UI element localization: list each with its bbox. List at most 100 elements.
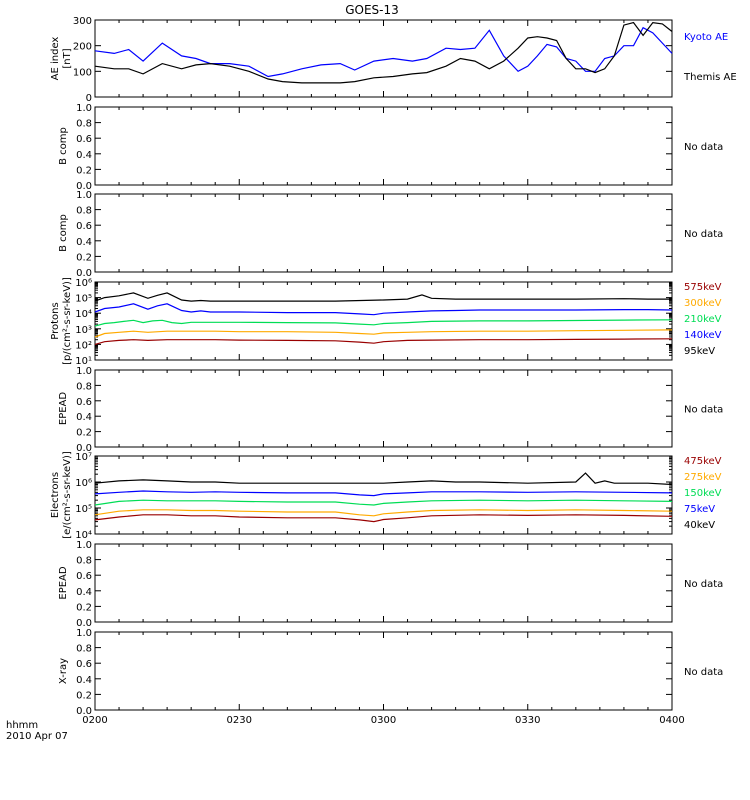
panel-8: 0.0 0.2 0.4 0.6 0.8 1.0 X-ray No data bbox=[58, 628, 723, 717]
y-tick-label: 0.2 bbox=[76, 602, 92, 613]
no-data-note: No data bbox=[684, 579, 723, 590]
y-tick-label: 10² bbox=[75, 340, 92, 351]
panel-frame bbox=[94, 455, 673, 535]
y-tick-label: 0.4 bbox=[76, 150, 92, 161]
x-tick-label: 0200 bbox=[82, 715, 107, 726]
series-line-210kev bbox=[94, 319, 673, 327]
y-tick-label: 0.0 bbox=[76, 618, 92, 629]
y-tick-label: 100 bbox=[73, 67, 92, 78]
y-tick-label: 1.0 bbox=[76, 540, 92, 551]
y-tick-label: 0.8 bbox=[76, 556, 92, 567]
y-tick-label: 0.8 bbox=[76, 644, 92, 655]
panel-frame bbox=[94, 193, 673, 273]
y-tick-label: 0.2 bbox=[76, 252, 92, 263]
y-tick-label: 10⁵ bbox=[75, 294, 92, 305]
legend-entry: 475keV bbox=[684, 456, 722, 467]
y-tick-label: 1.0 bbox=[76, 190, 92, 201]
x-tick-label: 0230 bbox=[227, 715, 252, 726]
y-tick-label: 0.0 bbox=[76, 268, 92, 279]
series-line-40kev bbox=[94, 472, 673, 486]
legend-entry: 575keV bbox=[684, 282, 722, 293]
panel-5: 0.0 0.2 0.4 0.6 0.8 1.0 EPEAD No data bbox=[58, 366, 723, 454]
no-data-note: No data bbox=[684, 405, 723, 416]
panel-2: 0.0 0.2 0.4 0.6 0.8 1.0 B comp No data bbox=[58, 103, 723, 192]
legend-entry: Themis AE bbox=[683, 72, 737, 83]
legend-entry: 150keV bbox=[684, 488, 722, 499]
y-tick-label: 10⁵ bbox=[75, 504, 92, 515]
y-tick-label: 0.4 bbox=[76, 237, 92, 248]
y-tick-label: 10⁷ bbox=[75, 452, 92, 463]
legend-entry: 275keV bbox=[684, 472, 722, 483]
panel-frame bbox=[94, 106, 673, 186]
y-axis-label: EPEAD bbox=[58, 392, 69, 426]
y-tick-label: 10⁶ bbox=[75, 478, 92, 489]
legend-entry: 300keV bbox=[684, 298, 722, 309]
y-axis-label: [e/(cm²-s-sr-keV)] bbox=[62, 451, 73, 539]
y-tick-label: 0.4 bbox=[76, 412, 92, 423]
y-axis-label: [nT] bbox=[62, 48, 73, 68]
y-axis-label: X-ray bbox=[58, 658, 69, 684]
y-axis-label: Electrons bbox=[50, 472, 61, 518]
y-axis-label: AE index bbox=[50, 37, 61, 81]
y-axis-label: EPEAD bbox=[58, 566, 69, 600]
y-tick-label: 1.0 bbox=[76, 103, 92, 114]
y-tick-label: 0.6 bbox=[76, 571, 92, 582]
panel-frame bbox=[94, 19, 673, 98]
series-line-300kev bbox=[94, 329, 673, 338]
y-axis-label: B comp bbox=[58, 214, 69, 252]
y-tick-label: 0.0 bbox=[76, 443, 92, 454]
y-tick-label: 0.8 bbox=[76, 119, 92, 130]
y-tick-label: 10¹ bbox=[75, 356, 92, 367]
no-data-note: No data bbox=[684, 667, 723, 678]
panel-frame bbox=[94, 369, 673, 448]
y-tick-label: 10³ bbox=[75, 325, 92, 336]
series-line-kyoto-ae bbox=[94, 26, 673, 78]
y-tick-label: 0.2 bbox=[76, 165, 92, 176]
y-axis-label: B comp bbox=[58, 127, 69, 165]
y-tick-label: 0.6 bbox=[76, 134, 92, 145]
y-tick-label: 300 bbox=[73, 16, 92, 27]
y-tick-label: 0.6 bbox=[76, 397, 92, 408]
legend-entry: 40keV bbox=[684, 520, 715, 531]
legend-entry: 140keV bbox=[684, 330, 722, 341]
y-tick-label: 0.2 bbox=[76, 428, 92, 439]
x-tick-label: 0330 bbox=[515, 715, 540, 726]
series-line-themis-ae bbox=[94, 21, 673, 84]
y-tick-label: 0.4 bbox=[76, 587, 92, 598]
legend-entry: 75keV bbox=[684, 504, 715, 515]
legend-entry: 210keV bbox=[684, 314, 722, 325]
series-line-140kev bbox=[94, 303, 673, 316]
y-tick-label: 0.4 bbox=[76, 675, 92, 686]
y-tick-label: 0.0 bbox=[76, 706, 92, 717]
no-data-note: No data bbox=[684, 142, 723, 153]
series-line-575kev bbox=[94, 338, 673, 345]
no-data-note: No data bbox=[684, 229, 723, 240]
panel-3: 0.0 0.2 0.4 0.6 0.8 1.0 B comp No data bbox=[58, 190, 723, 279]
series-line-275kev bbox=[94, 509, 673, 517]
panel-6: 10⁴ 10⁵ 10⁶ 10⁷ Electrons [e/(cm²-s-sr-keV)] 4… bbox=[50, 451, 722, 541]
legend-entry: Kyoto AE bbox=[684, 32, 728, 43]
panel-frame bbox=[94, 631, 673, 711]
plot-title: GOES-13 bbox=[345, 3, 399, 17]
y-tick-label: 0 bbox=[86, 93, 92, 104]
legend-entry: 95keV bbox=[684, 346, 715, 357]
y-tick-label: 0.8 bbox=[76, 381, 92, 392]
panel-frame bbox=[94, 543, 673, 623]
y-axis-label: [p/(cm²-s-sr-keV)] bbox=[62, 277, 73, 365]
y-tick-label: 0.6 bbox=[76, 659, 92, 670]
y-tick-label: 0.2 bbox=[76, 690, 92, 701]
x-tick-label: 0300 bbox=[371, 715, 396, 726]
series-line-75kev bbox=[94, 490, 673, 497]
x-tick-label: 0400 bbox=[659, 715, 684, 726]
y-tick-label: 1.0 bbox=[76, 366, 92, 377]
y-tick-label: 0.8 bbox=[76, 206, 92, 217]
date-label: 2010 Apr 07 bbox=[6, 731, 68, 742]
y-tick-label: 200 bbox=[73, 42, 92, 53]
y-tick-label: 10⁴ bbox=[75, 530, 92, 541]
y-tick-label: 10⁶ bbox=[75, 278, 92, 289]
y-tick-label: 0.0 bbox=[76, 181, 92, 192]
time-unit-label: hhmm bbox=[6, 720, 38, 731]
panel-1: 0 100 200 300 AE index [nT] Kyoto AE Themis AE bbox=[50, 16, 737, 104]
